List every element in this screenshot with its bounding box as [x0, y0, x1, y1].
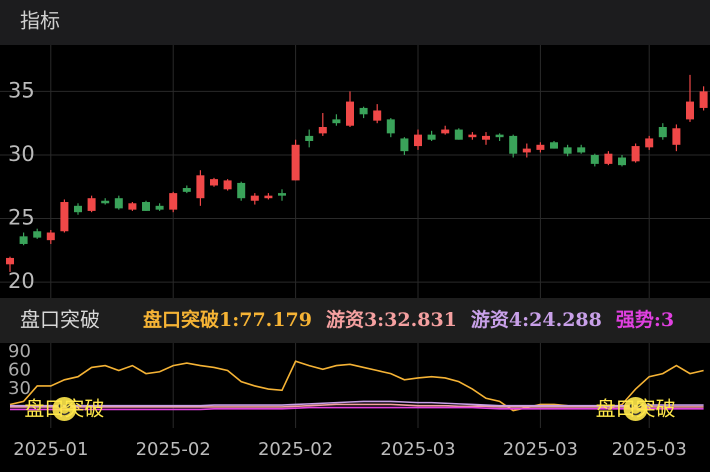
- candle-body: [332, 119, 341, 124]
- annotation-eye: [637, 404, 642, 408]
- indicator-bar: [0, 298, 710, 343]
- candle-body: [645, 138, 654, 148]
- candle-body: [509, 135, 518, 154]
- candle-body: [577, 147, 586, 153]
- x-tick-label: 2025-03: [612, 439, 687, 460]
- candle-body: [278, 193, 286, 196]
- chart-layer: 2025-01 2025-02 2025-02 2025-03 2025-03 2025-…: [0, 45, 710, 460]
- y-tick-label: 90: [8, 341, 31, 362]
- annotation-eye: [629, 404, 634, 408]
- candle-body: [237, 182, 246, 199]
- candle-body: [19, 236, 28, 244]
- candle-body: [60, 202, 69, 232]
- y-tick-label: 25: [8, 206, 35, 230]
- y-tick-label: 35: [8, 78, 35, 102]
- candle-body: [6, 257, 14, 265]
- x-tick-label: 2025-02: [258, 439, 333, 460]
- legend-entry: 盘口突破1:77.179: [143, 308, 312, 331]
- candle-body: [128, 203, 137, 210]
- annotation-text: 盘口突破: [24, 397, 104, 421]
- candle-body: [522, 148, 531, 153]
- main-panel: [0, 45, 710, 298]
- candle-body: [114, 198, 123, 209]
- indicator-plot: [9, 343, 704, 428]
- annotation-mouth: [58, 411, 70, 416]
- candle-body: [482, 135, 490, 140]
- annotation-icon: [52, 397, 77, 421]
- indicator-line: [10, 403, 704, 408]
- y-tick-label: 30: [8, 142, 35, 166]
- candle-body: [359, 107, 368, 115]
- candle-body: [468, 134, 477, 138]
- price-plot: [0, 45, 710, 298]
- candle-body: [672, 128, 681, 145]
- candle-body: [291, 144, 300, 181]
- annotation-eye: [66, 404, 71, 408]
- legend-entry: 游资3:32.831: [326, 308, 457, 331]
- candle-body: [346, 101, 354, 126]
- indicator-line: [10, 400, 704, 407]
- candle-body: [318, 127, 327, 134]
- legend-entry: 强势:3: [616, 308, 674, 331]
- candle-body: [618, 157, 626, 166]
- candle-body: [536, 144, 545, 150]
- x-tick-label: 2025-01: [13, 439, 88, 460]
- candle-body: [87, 198, 96, 211]
- candle-body: [155, 205, 164, 210]
- indicator-line: [10, 406, 704, 411]
- candle-body: [495, 134, 504, 138]
- candle-body: [264, 195, 273, 199]
- candle-body: [631, 146, 640, 162]
- candle-body: [550, 142, 558, 149]
- x-tick-label: 2025-02: [136, 439, 211, 460]
- candle-body: [46, 232, 55, 241]
- header-title: 指标: [20, 9, 60, 33]
- candle-body: [182, 188, 191, 192]
- candle-body: [169, 193, 178, 210]
- legend-entry: 游资4:24.288: [471, 308, 602, 331]
- candle-body: [196, 175, 205, 199]
- candle-body: [454, 129, 463, 140]
- candle-body: [604, 153, 613, 164]
- candle-body: [563, 147, 572, 154]
- annotation-icon: [623, 397, 648, 421]
- candle-body: [74, 205, 82, 213]
- indicator-panel: [0, 343, 710, 428]
- header-bar: [0, 0, 710, 45]
- candle-body: [441, 129, 450, 134]
- annotation-text: 盘口突破: [596, 397, 676, 421]
- candle-body: [305, 135, 314, 141]
- candle-body: [210, 179, 218, 186]
- x-tick-label: 2025-03: [503, 439, 578, 460]
- x-tick-label: 2025-03: [380, 439, 455, 460]
- annotation-mouth: [630, 411, 642, 416]
- candle-body: [427, 134, 436, 140]
- y-tick-label: 30: [8, 378, 31, 399]
- candle-body: [686, 101, 694, 120]
- candle-body: [373, 110, 382, 121]
- candle-body: [658, 127, 667, 138]
- candle-body: [223, 180, 232, 190]
- indicator-panel-label: 盘口突破: [20, 308, 100, 332]
- candle-body: [142, 202, 150, 211]
- candle-body: [33, 231, 42, 238]
- candle-body: [699, 91, 708, 108]
- candle-body: [101, 200, 110, 204]
- candle-body: [590, 154, 599, 164]
- y-tick-label: 20: [8, 269, 35, 293]
- candle-body: [400, 138, 409, 152]
- y-tick-label: 60: [8, 360, 31, 381]
- annotation-eye: [58, 404, 63, 408]
- candle-body: [414, 134, 422, 147]
- candle-body: [386, 119, 395, 134]
- candle-body: [250, 195, 259, 201]
